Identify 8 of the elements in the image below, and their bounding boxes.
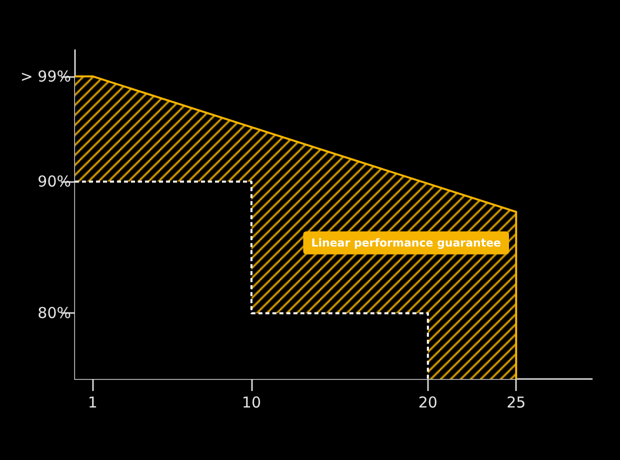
x-tick-label: 25	[506, 394, 526, 412]
x-tick-label: 1	[88, 394, 98, 412]
y-tick-label: > 99%	[20, 67, 71, 86]
x-tick-label: 10	[242, 394, 261, 412]
y-tick-label: 80%	[38, 304, 71, 322]
annotation: Linear performance guarantee	[311, 236, 501, 250]
x-tick-label: 20	[418, 394, 438, 412]
y-tick-label: 90%	[38, 172, 71, 191]
